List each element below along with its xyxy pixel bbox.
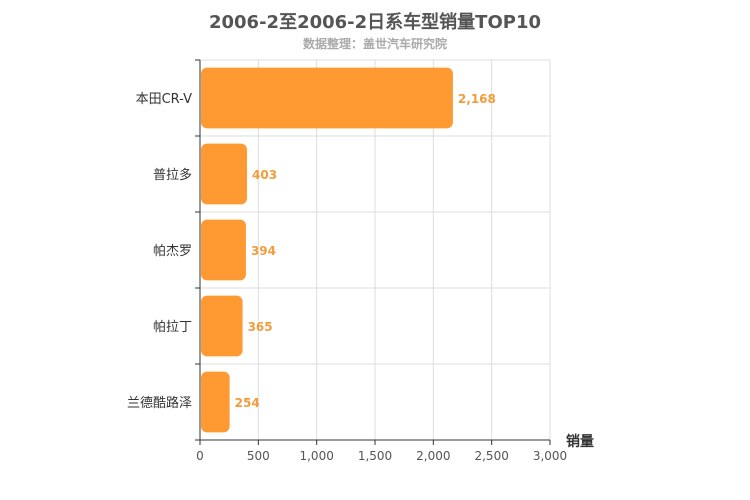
bar: [201, 67, 453, 129]
category-label: 帕拉丁: [153, 320, 192, 335]
chart-subtitle: 数据整理：盖世汽车研究院: [302, 37, 447, 51]
x-tick-label: 2,000: [416, 449, 450, 463]
bar: [201, 219, 246, 281]
chart-title: 2006-2至2006-2日系车型销量TOP10: [208, 12, 541, 33]
x-tick-label: 500: [247, 449, 270, 463]
category-label: 本田CR-V: [136, 92, 193, 107]
category-label: 普拉多: [153, 167, 192, 183]
data-label: 394: [251, 244, 276, 258]
data-label: 2,168: [458, 92, 496, 106]
category-label: 兰德酷路泽: [127, 395, 192, 411]
data-label: 403: [252, 168, 277, 182]
category-label: 帕杰罗: [153, 244, 192, 259]
bar: [201, 371, 230, 433]
bars: [201, 67, 453, 433]
x-tick-label: 1,000: [299, 449, 333, 463]
axes: [195, 59, 551, 445]
bar: [201, 143, 248, 205]
x-tick-label: 3,000: [533, 449, 567, 463]
x-tick-label: 0: [196, 449, 204, 463]
data-label: 254: [235, 396, 260, 410]
bar: [201, 295, 243, 357]
x-tick-label: 2,500: [474, 449, 508, 463]
x-tick-label: 1,500: [358, 449, 392, 463]
data-label: 365: [248, 320, 273, 334]
x-axis-label: 销量: [566, 433, 594, 450]
